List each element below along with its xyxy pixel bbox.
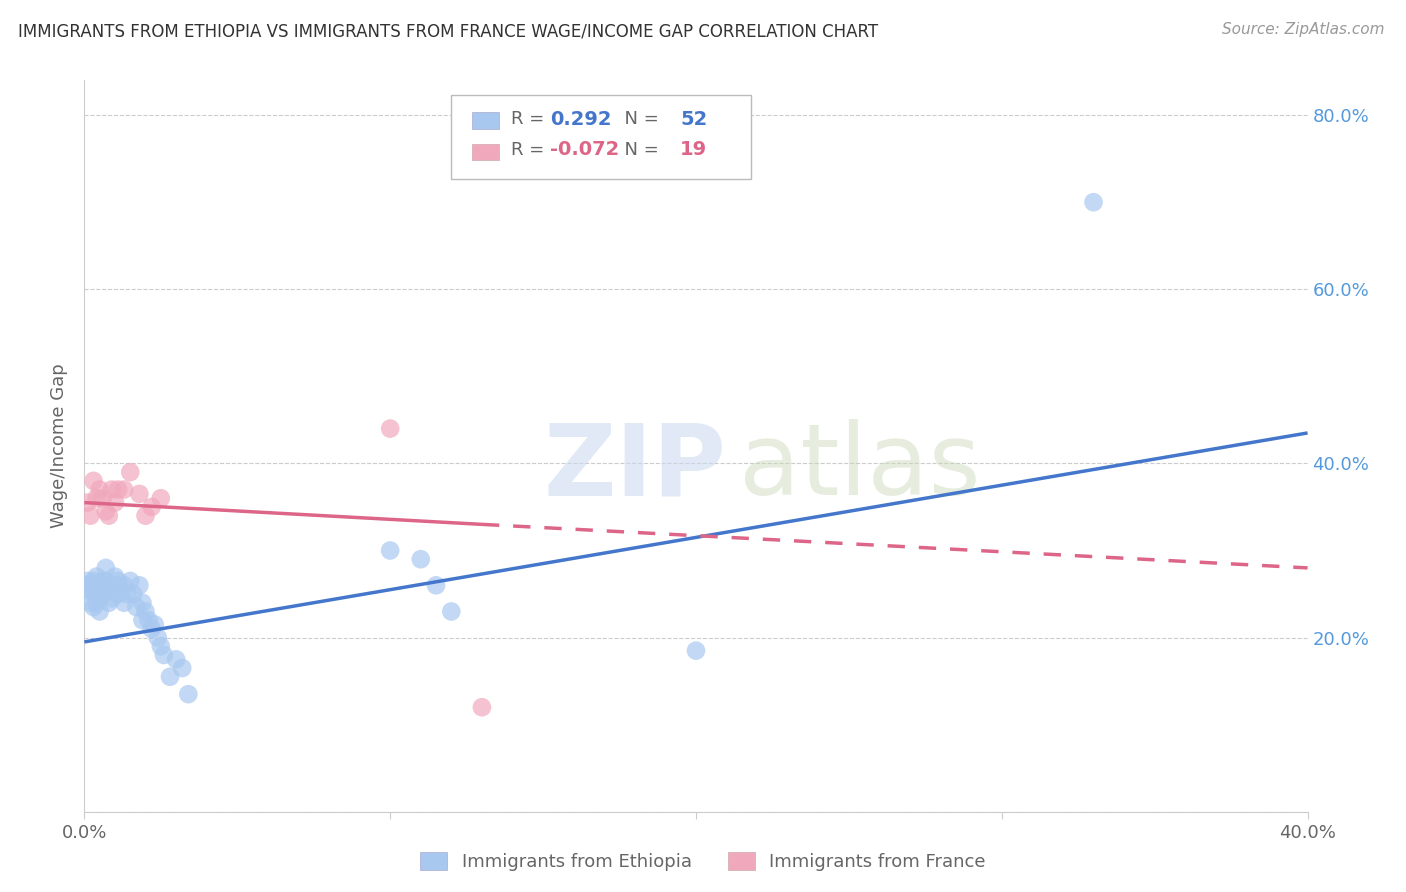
Point: [86, 582, 108, 597]
Legend: Immigrants from Ethiopia, Immigrants from France: Immigrants from Ethiopia, Immigrants fro…: [413, 846, 993, 879]
Point: [86, 569, 108, 583]
Point: [153, 648, 176, 662]
Point: [110, 582, 132, 597]
Text: R =: R =: [512, 110, 550, 128]
Point: [86, 491, 108, 506]
Point: [128, 578, 150, 592]
Point: [120, 574, 142, 588]
Point: [107, 483, 129, 497]
Text: atlas: atlas: [738, 419, 980, 516]
Point: [97, 508, 120, 523]
Point: [380, 421, 402, 435]
Point: [83, 600, 105, 615]
Point: [86, 596, 108, 610]
Point: [83, 574, 105, 588]
Point: [409, 552, 432, 566]
Point: [76, 495, 98, 509]
Point: [125, 600, 148, 615]
Point: [79, 596, 101, 610]
Point: [91, 491, 114, 506]
Point: [89, 604, 111, 618]
Text: 19: 19: [681, 140, 707, 160]
Point: [425, 578, 447, 592]
Point: [172, 661, 194, 675]
Point: [143, 617, 166, 632]
Point: [112, 596, 135, 610]
Point: [89, 578, 111, 592]
Point: [91, 587, 114, 601]
Point: [97, 596, 120, 610]
Point: [149, 640, 172, 654]
Point: [83, 474, 105, 488]
Point: [94, 574, 117, 588]
FancyBboxPatch shape: [451, 95, 751, 179]
Point: [79, 582, 101, 597]
Point: [159, 670, 181, 684]
Point: [91, 574, 114, 588]
Point: [177, 687, 200, 701]
Point: [112, 483, 135, 497]
Point: [120, 465, 142, 479]
Point: [89, 591, 111, 606]
Point: [471, 700, 494, 714]
Point: [380, 543, 402, 558]
Point: [128, 487, 150, 501]
Point: [440, 604, 463, 618]
Text: ZIP: ZIP: [544, 419, 727, 516]
Text: Source: ZipAtlas.com: Source: ZipAtlas.com: [1222, 22, 1385, 37]
Point: [104, 495, 127, 509]
Text: 52: 52: [681, 110, 707, 128]
Point: [101, 591, 124, 606]
Point: [79, 508, 101, 523]
Point: [94, 504, 117, 518]
Point: [135, 604, 157, 618]
Point: [112, 578, 135, 592]
Point: [97, 582, 120, 597]
Point: [104, 569, 127, 583]
Point: [135, 508, 157, 523]
Point: [131, 613, 153, 627]
Text: N =: N =: [613, 110, 664, 128]
Point: [115, 587, 138, 601]
Point: [101, 578, 124, 592]
Text: N =: N =: [613, 141, 664, 159]
Point: [141, 622, 163, 636]
Point: [107, 587, 129, 601]
Point: [1083, 195, 1105, 210]
Text: R =: R =: [512, 141, 550, 159]
Point: [83, 587, 105, 601]
Point: [141, 500, 163, 514]
Point: [165, 652, 187, 666]
Point: [122, 587, 145, 601]
Point: [76, 578, 98, 592]
Point: [107, 574, 129, 588]
Point: [76, 574, 98, 588]
Point: [101, 483, 124, 497]
Text: IMMIGRANTS FROM ETHIOPIA VS IMMIGRANTS FROM FRANCE WAGE/INCOME GAP CORRELATION C: IMMIGRANTS FROM ETHIOPIA VS IMMIGRANTS F…: [18, 22, 879, 40]
FancyBboxPatch shape: [472, 112, 499, 128]
Text: 0.292: 0.292: [550, 110, 612, 128]
Point: [149, 491, 172, 506]
Point: [89, 483, 111, 497]
Point: [131, 596, 153, 610]
Y-axis label: Wage/Income Gap: Wage/Income Gap: [51, 364, 69, 528]
Point: [104, 578, 127, 592]
Point: [146, 631, 169, 645]
Text: -0.072: -0.072: [550, 140, 620, 160]
Point: [138, 613, 160, 627]
Point: [94, 561, 117, 575]
FancyBboxPatch shape: [472, 144, 499, 160]
Point: [685, 643, 707, 657]
